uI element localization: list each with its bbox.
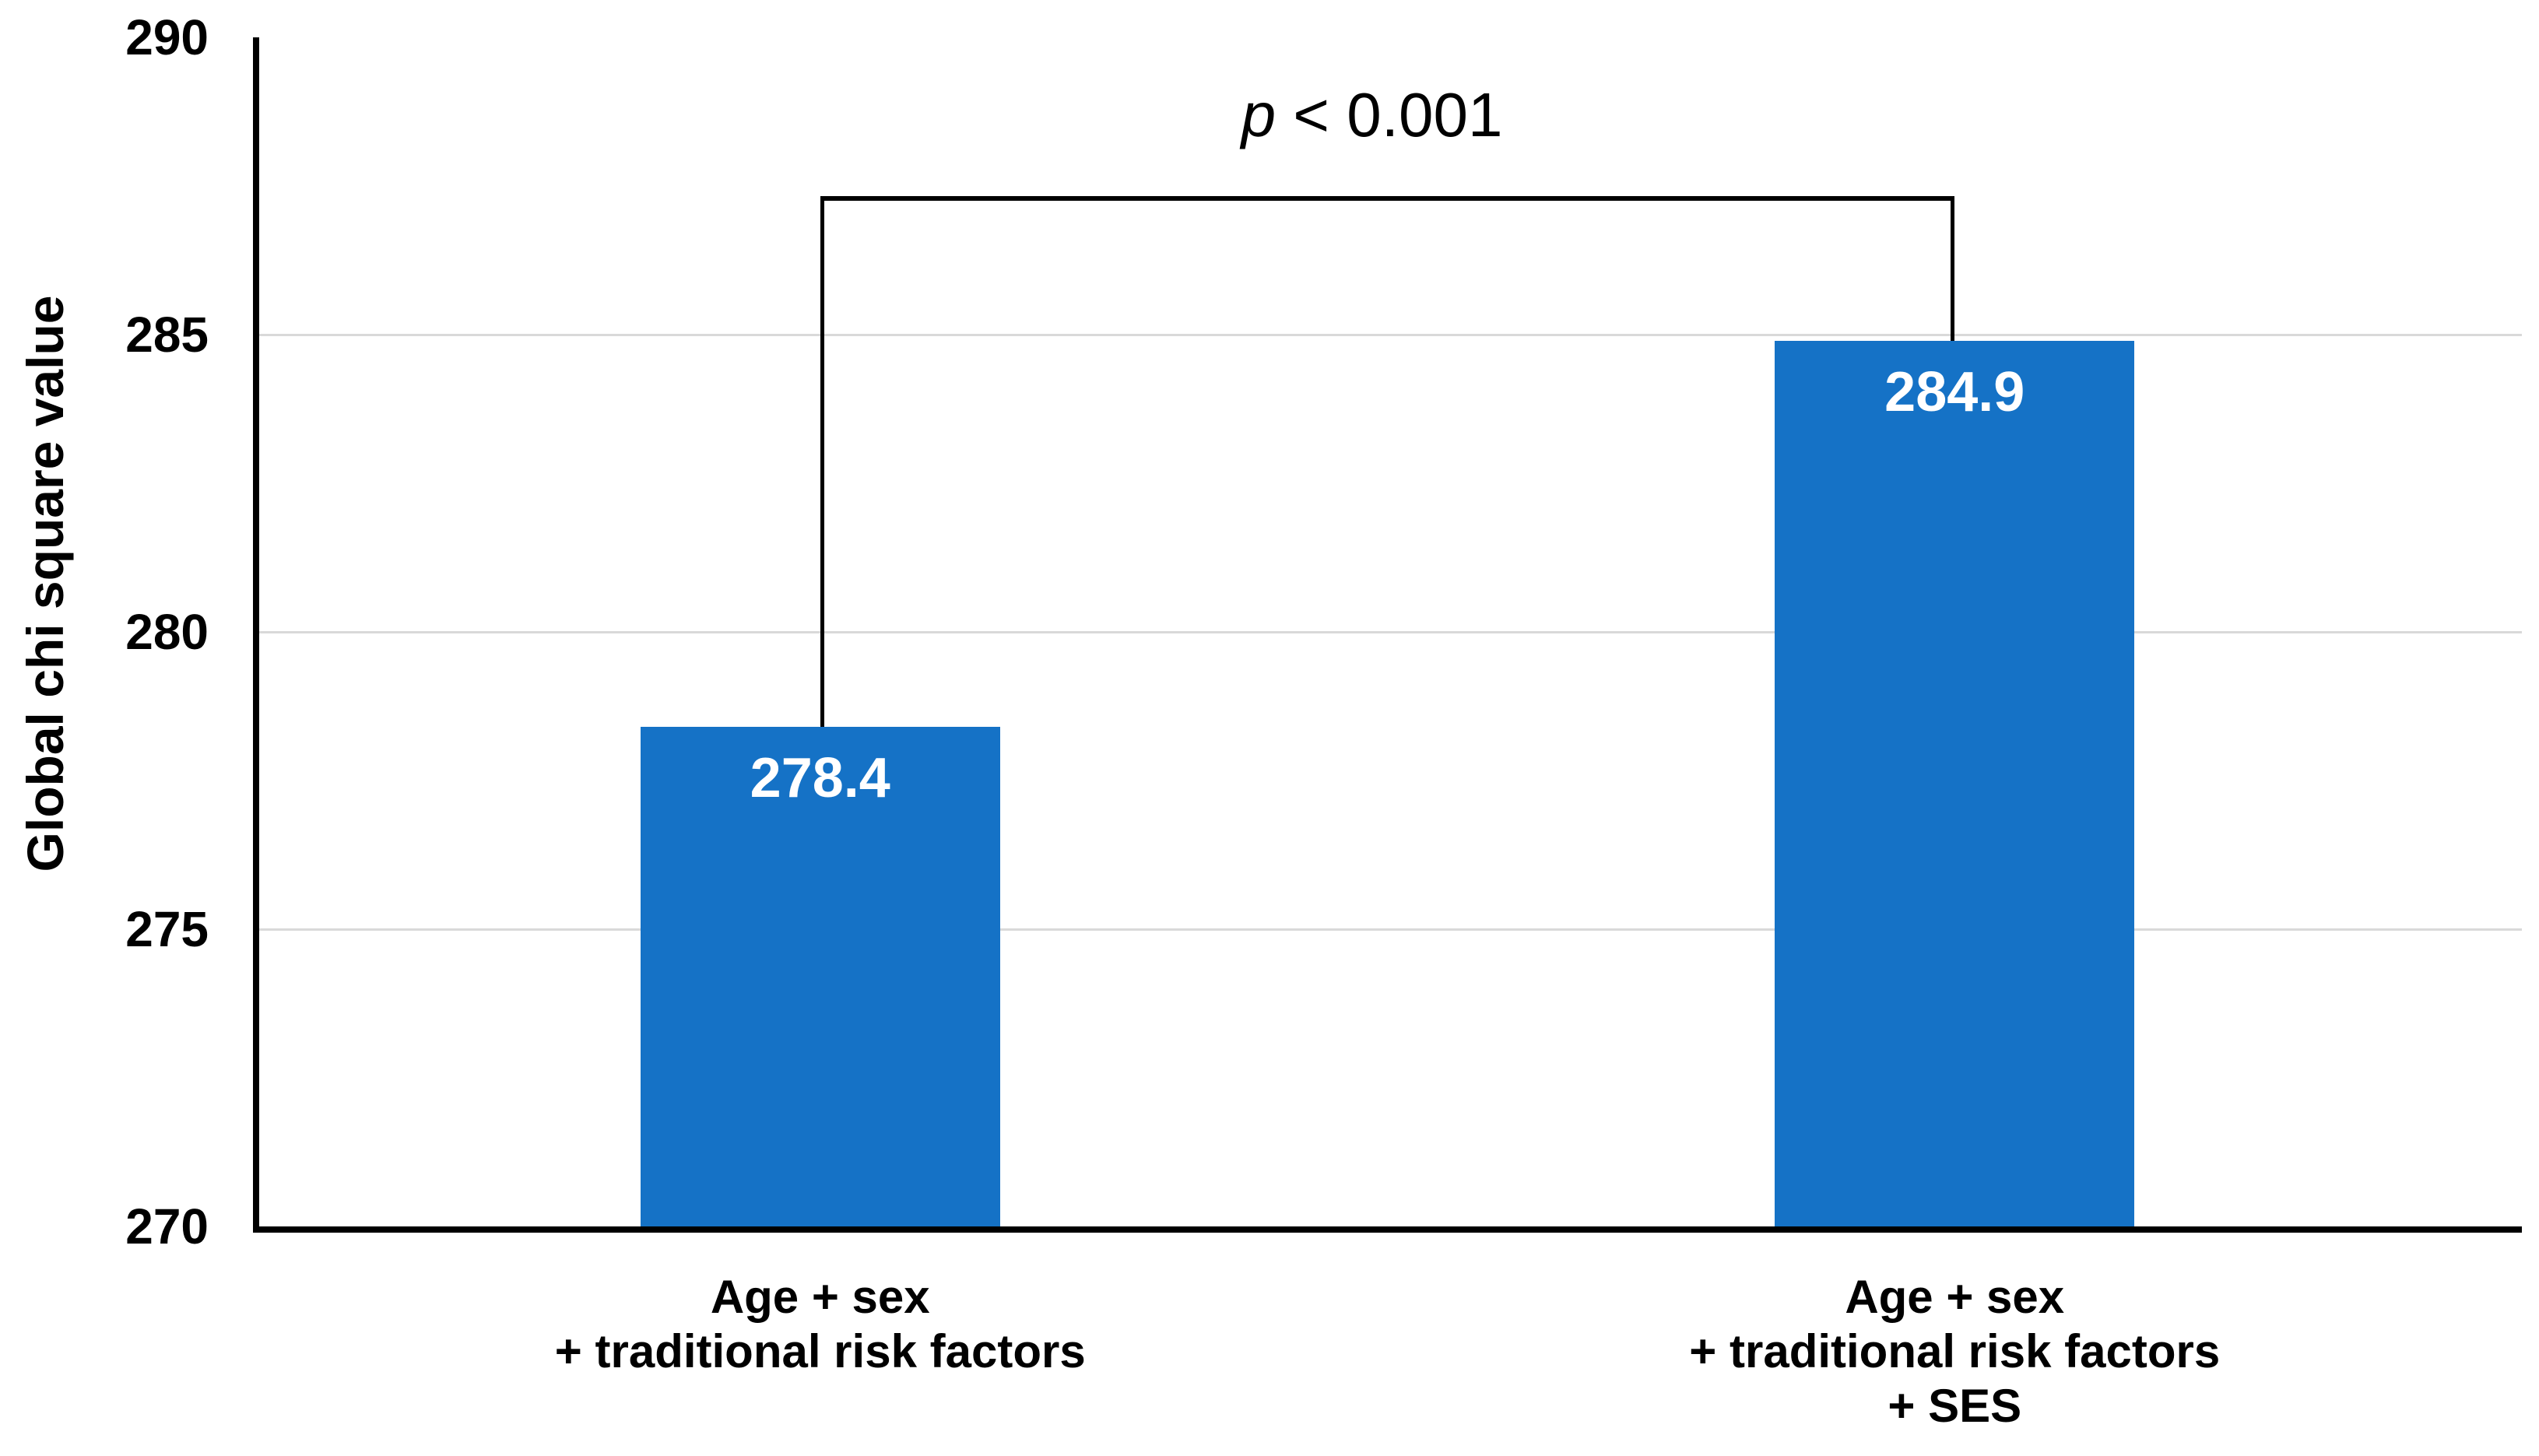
category-label-0: Age + sex + traditional risk factors [314, 1270, 1326, 1379]
bracket-left-drop [820, 196, 824, 728]
y-axis-line [253, 37, 259, 1233]
x-axis-line [253, 1226, 2522, 1233]
category-label-line: + traditional risk factors [1689, 1325, 2221, 1377]
bar-1: 284.9 [1775, 340, 2135, 1226]
p-value-comparison: < 0.001 [1276, 80, 1503, 149]
bracket-right-drop [1951, 196, 1955, 341]
y-tick-label-270: 270 [125, 1198, 209, 1254]
category-label-line: + traditional risk factors [554, 1325, 1086, 1377]
gridline-275 [259, 928, 2522, 931]
p-value-variable: p [1241, 80, 1277, 149]
bar-value-label-1: 284.9 [1884, 360, 2025, 423]
y-tick-label-290: 290 [125, 9, 209, 65]
y-tick-label-285: 285 [125, 307, 209, 363]
bracket-horizontal-line [820, 196, 1955, 201]
gridline-285 [259, 334, 2522, 336]
p-value-label: p < 0.001 [1241, 84, 1503, 146]
y-tick-label-275: 275 [125, 901, 209, 957]
y-axis-title: Global chi square value [16, 295, 74, 872]
gridline-280 [259, 631, 2522, 633]
bar-value-label-0: 278.4 [750, 747, 890, 810]
bar-0: 278.4 [640, 727, 1000, 1226]
category-label-line: Age + sex [1845, 1271, 2065, 1323]
category-label-line: + SES [1888, 1380, 2022, 1432]
category-label-1: Age + sex + traditional risk factors + SES [1449, 1270, 2460, 1433]
category-label-line: Age + sex [710, 1271, 930, 1323]
y-tick-label-280: 280 [125, 604, 209, 660]
